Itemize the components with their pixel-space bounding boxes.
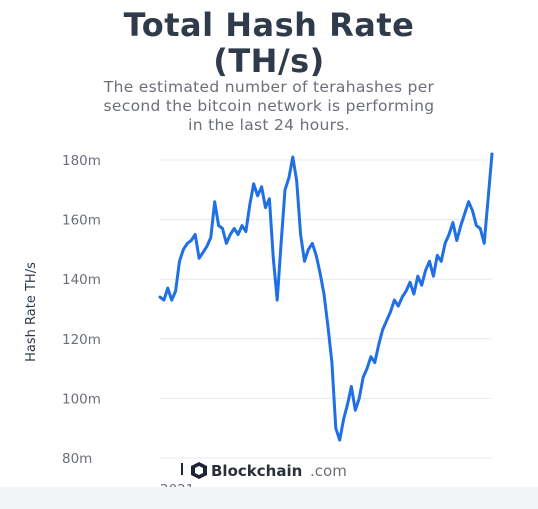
y-axis-ticks: 180m 160m 140m 120m 100m 80m: [62, 153, 101, 467]
chart-title-unit: (TH/s): [213, 42, 325, 80]
grid-lines: [160, 159, 492, 459]
chart-subtitle-line-3: in the last 24 hours.: [188, 116, 350, 134]
y-tick-label: 80m: [62, 451, 92, 467]
y-tick-label: 180m: [62, 153, 101, 169]
x-axis-tick-2021: 2021: [160, 482, 194, 487]
chart-subtitle-line-2: second the bitcoin network is performing: [103, 97, 435, 115]
watermark-text: Blockchain: [211, 462, 302, 480]
blockchain-watermark: Blockchain .com: [181, 462, 347, 480]
y-tick-label: 160m: [62, 213, 101, 229]
hash-rate-series-line: [158, 152, 494, 442]
watermark-domain: .com: [310, 462, 347, 480]
chart-title: Total Hash Rate: [123, 6, 415, 44]
y-axis-label: Hash Rate TH/s: [24, 262, 39, 362]
y-tick-label: 100m: [62, 391, 101, 407]
hash-rate-chart: 180m 160m 140m 120m 100m 80m Hash Rate TH/s B…: [24, 152, 494, 487]
xaxis-tick-mark: [181, 463, 183, 475]
blockchain-logo-icon: [191, 462, 207, 479]
chart-subtitle-line-1: The estimated number of terahashes per: [103, 78, 435, 96]
y-tick-label: 120m: [62, 332, 101, 348]
bottom-frame: [0, 487, 538, 509]
y-tick-label: 140m: [62, 272, 101, 288]
